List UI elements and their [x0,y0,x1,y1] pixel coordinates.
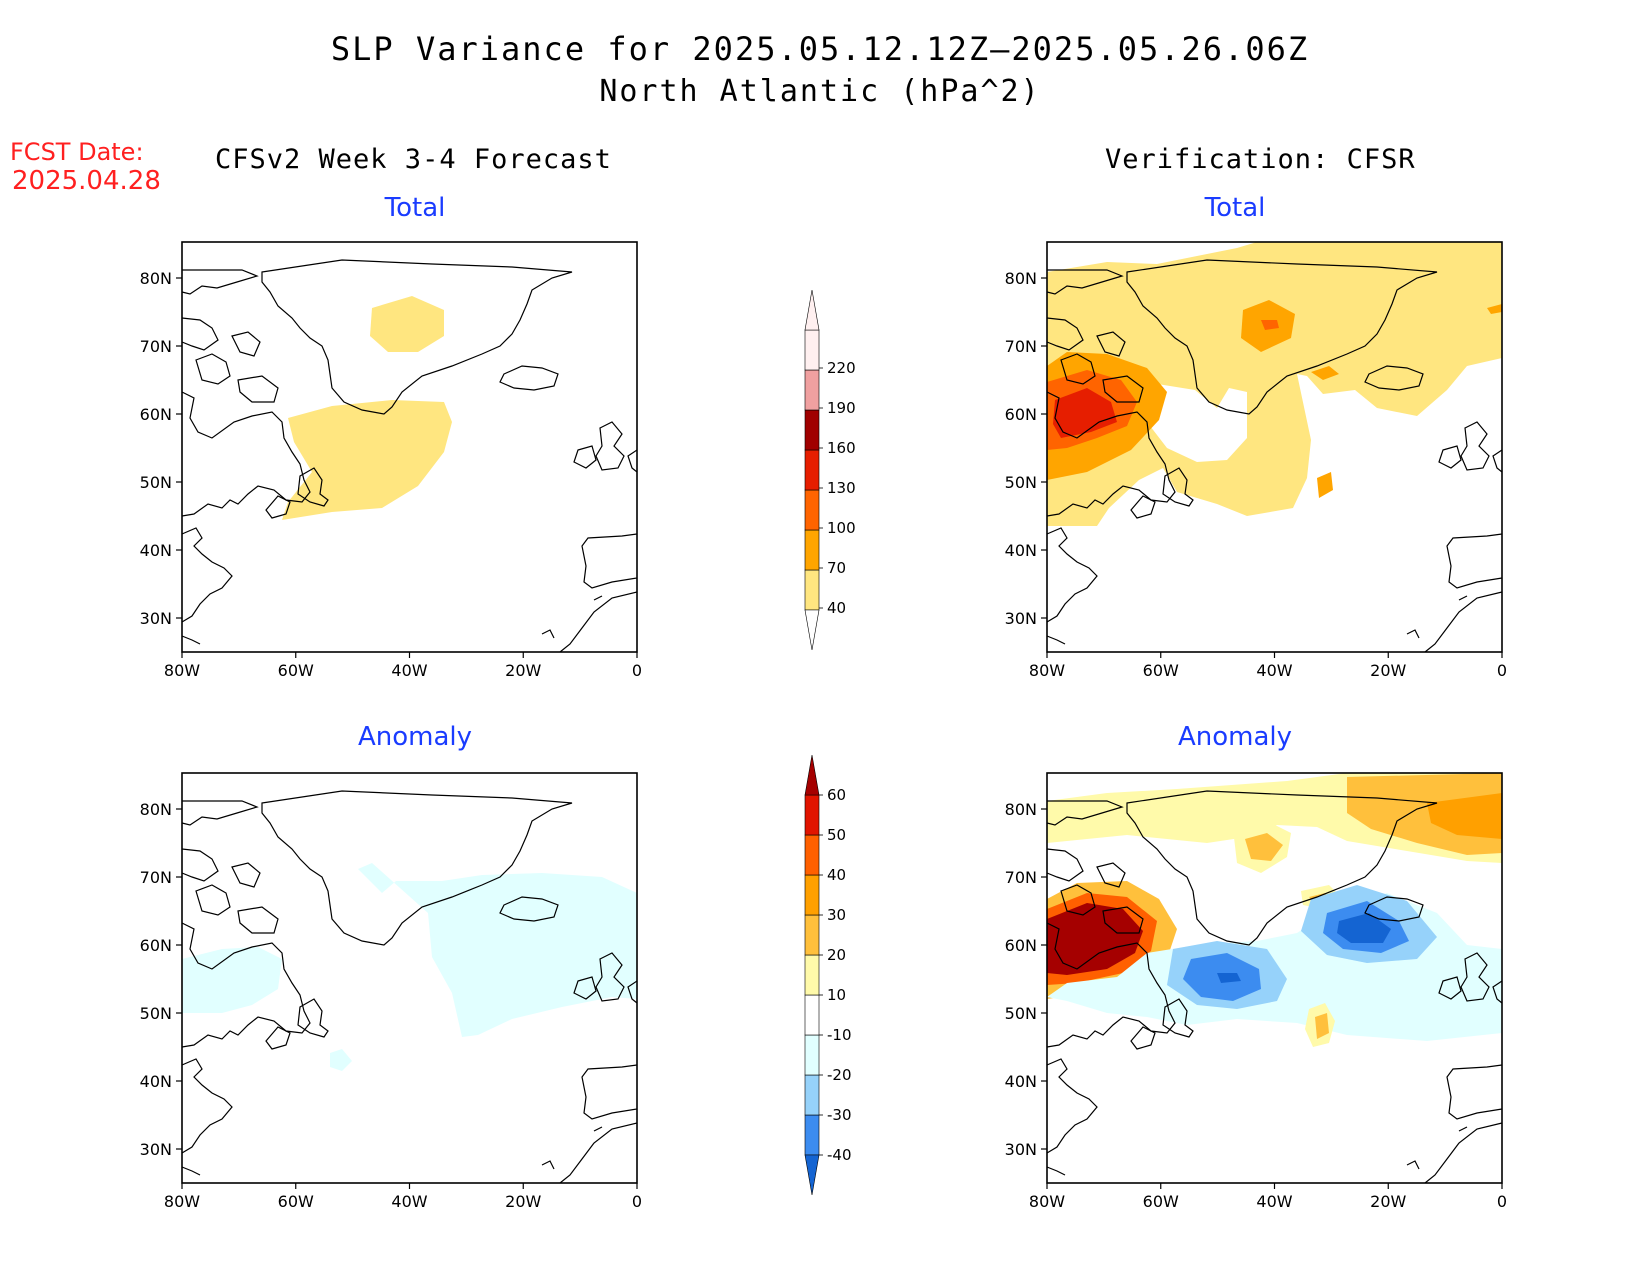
colorbar-segment [804,409,820,451]
lon-tick-label: 40W [1256,661,1292,680]
colorbar-segment [804,1114,820,1156]
lat-tick-label: 30N [1005,609,1037,628]
total-colorbar: 40 70 100 130 160 190 220 [804,289,856,651]
lat-tick-label: 30N [140,609,172,628]
colorbar-segment [804,329,820,371]
chart-subtitle: North Atlantic (hPa^2) [599,74,1041,109]
lat-tick-label: 70N [140,337,172,356]
lon-tick-label: 80W [1029,661,1065,680]
lon-tick-label: 0 [632,1192,642,1211]
lat-tick-label: 40N [1005,1072,1037,1091]
lat-tick-label: 80N [140,269,172,288]
colorbar-segment [804,1034,820,1076]
lon-tick-label: 60W [278,1192,314,1211]
lat-tick-label: 60N [140,936,172,955]
colorbar-segment [804,874,820,916]
colorbar-label: 50 [827,826,846,844]
colorbar-segment [804,1074,820,1116]
lat-tick-label: 50N [1005,1004,1037,1023]
forecast-anomaly-title: Anomaly [357,722,473,752]
colorbar-segment [804,449,820,491]
colorbar-label: -40 [827,1146,852,1164]
lat-tick-label: 60N [1005,936,1037,955]
colorbar-segment [804,529,820,571]
colorbar-label: 40 [827,866,846,884]
lat-tick-label: 60N [1005,405,1037,424]
lon-tick-label: 0 [1497,1192,1507,1211]
lat-tick-label: 80N [140,800,172,819]
lat-tick-label: 50N [140,473,172,492]
lon-tick-label: 20W [1370,661,1406,680]
lon-tick-label: 80W [1029,1192,1065,1211]
colorbar-label: 40 [827,599,846,617]
colorbar-label: 190 [827,399,856,417]
verification-heading: Verification: CFSR [1105,144,1416,175]
lon-tick-label: 40W [1256,1192,1292,1211]
forecast-heading: CFSv2 Week 3-4 Forecast [215,144,612,175]
forecast-total-title: Total [384,193,446,223]
verification-total-map [1046,241,1503,653]
anomaly-colorbar: -40 -30 -20 -10 10 20 30 40 50 60 [804,754,852,1196]
colorbar-segment [804,834,820,876]
lat-tick-label: 40N [1005,541,1037,560]
lat-tick-label: 70N [140,868,172,887]
lon-tick-label: 20W [1370,1192,1406,1211]
lon-tick-label: 80W [164,661,200,680]
lat-tick-label: 60N [140,405,172,424]
lon-tick-label: 20W [505,661,541,680]
chart-title: SLP Variance for 2025.05.12.12Z—2025.05.… [330,30,1310,68]
colorbar-label: 100 [827,519,856,537]
colorbar-label: 10 [827,986,846,1004]
lat-tick-label: 40N [140,541,172,560]
fcst-date-label: FCST Date: [10,138,144,166]
colorbar-label: 60 [827,786,846,804]
lat-tick-label: 30N [140,1140,172,1159]
lat-tick-label: 50N [140,1004,172,1023]
lon-tick-label: 60W [278,661,314,680]
lat-tick-label: 70N [1005,868,1037,887]
colorbar-segment [804,994,820,1036]
colorbar-label: -30 [827,1106,852,1124]
colorbar-label: 160 [827,439,856,457]
lat-tick-label: 80N [1005,800,1037,819]
lat-tick-label: 80N [1005,269,1037,288]
colorbar-label: -20 [827,1066,852,1084]
colorbar-segment [804,489,820,531]
colorbar-segment [804,954,820,996]
lat-tick-label: 40N [140,1072,172,1091]
lat-tick-label: 70N [1005,337,1037,356]
fcst-date-value: 2025.04.28 [12,166,161,196]
forecast-anomaly-map [181,772,638,1184]
lon-tick-label: 20W [505,1192,541,1211]
colorbar-label: 130 [827,479,856,497]
verification-anomaly-title: Anomaly [1177,722,1293,752]
lat-tick-label: 30N [1005,1140,1037,1159]
lon-tick-label: 60W [1143,661,1179,680]
verification-total-title: Total [1204,193,1266,223]
forecast-total-map [181,241,638,653]
colorbar-segment [804,369,820,411]
lon-tick-label: 40W [391,1192,427,1211]
lat-tick-label: 50N [1005,473,1037,492]
colorbar-label: 220 [827,359,856,377]
colorbar-segment [804,914,820,956]
colorbar-segment [804,794,820,836]
colorbar-label: 30 [827,906,846,924]
lon-tick-label: 80W [164,1192,200,1211]
colorbar-label: -10 [827,1026,852,1044]
lon-tick-label: 40W [391,661,427,680]
colorbar-label: 20 [827,946,846,964]
axis-ticks: 80N 70N 60N 50N 40N 30N 80W 60W 40W 20W 0 80N 70N 60N… [140,269,1507,1211]
colorbar-label: 70 [827,559,846,577]
lon-tick-label: 0 [632,661,642,680]
colorbar-segment [804,569,820,611]
verification-anomaly-map [1046,772,1503,1184]
lon-tick-label: 0 [1497,661,1507,680]
lon-tick-label: 60W [1143,1192,1179,1211]
